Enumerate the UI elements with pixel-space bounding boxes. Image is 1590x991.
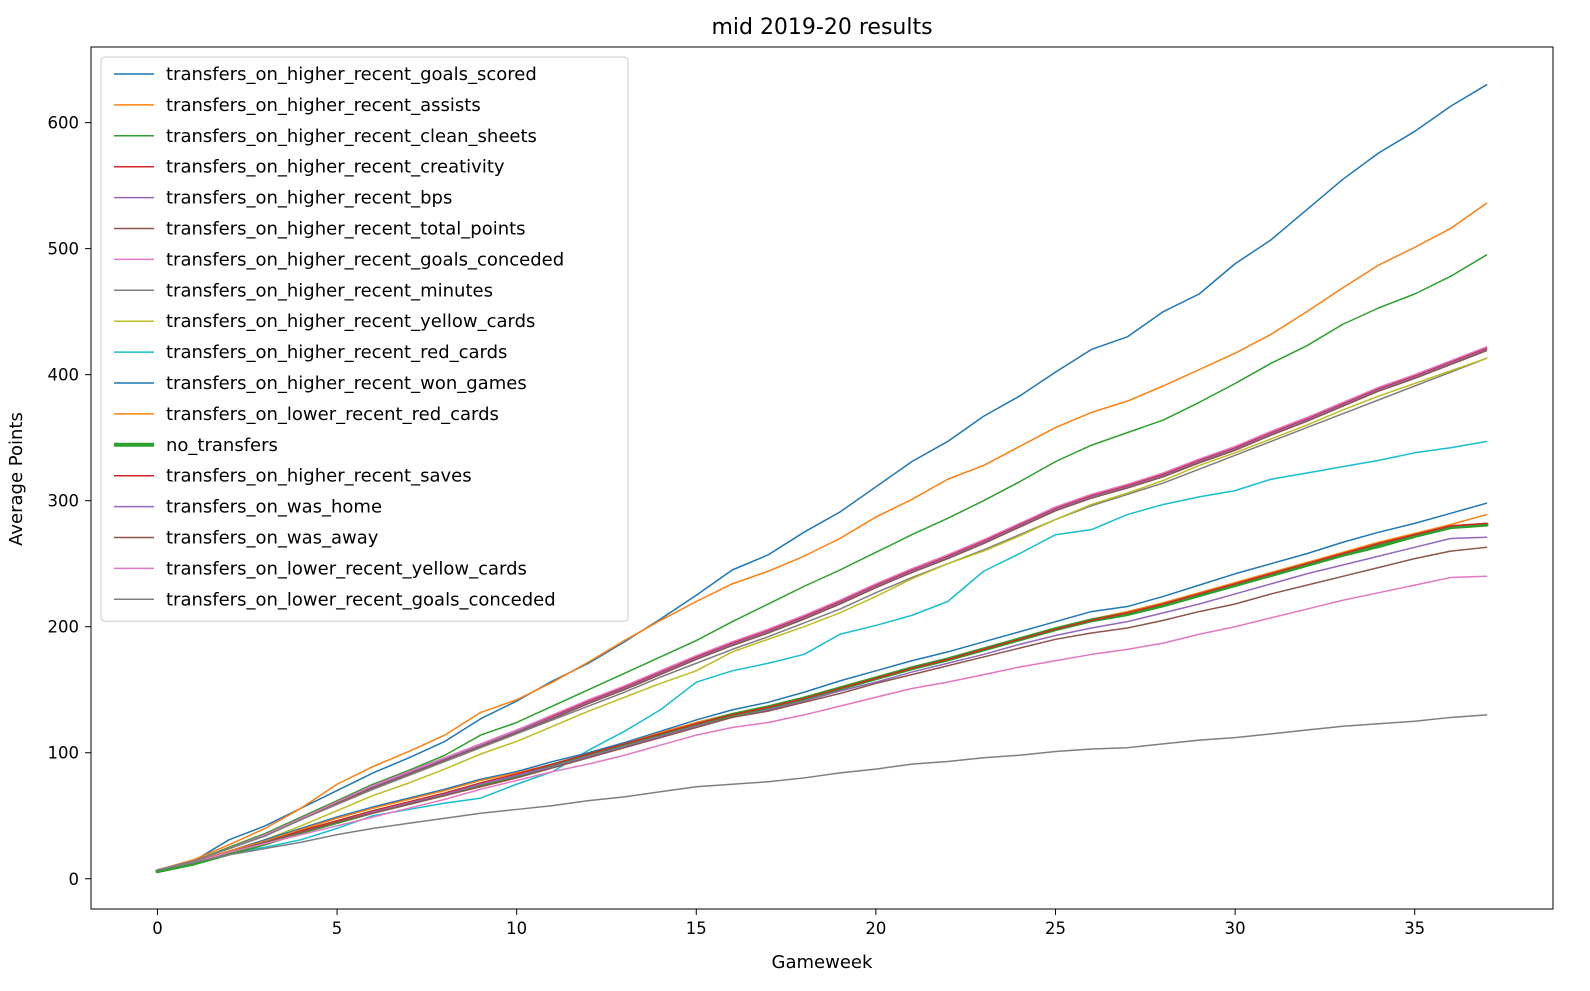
x-tick-label: 20	[865, 919, 886, 938]
series-line-0	[156, 84, 1488, 871]
legend-label: transfers_on_higher_recent_bps	[166, 188, 452, 209]
x-tick-label: 35	[1404, 919, 1425, 938]
y-tick-label: 300	[48, 492, 80, 511]
series-line-15	[156, 546, 1488, 871]
x-axis-ticks: 0 5 10 15 20 25 30 35	[152, 909, 1425, 938]
series-line-2	[156, 254, 1488, 871]
series-line-14	[156, 536, 1488, 871]
y-axis-ticks: 0 100 200 300 400 500 600	[48, 114, 91, 889]
legend-label: transfers_on_higher_recent_yellow_cards	[166, 311, 535, 332]
y-axis-label: Average Points	[6, 412, 27, 546]
legend-label: transfers_on_higher_recent_total_points	[166, 219, 526, 240]
legend-label: transfers_on_lower_recent_goals_conceded	[166, 589, 556, 610]
y-tick-label: 200	[48, 618, 80, 637]
legend-label: transfers_on_higher_recent_won_games	[166, 373, 527, 394]
legend-label: transfers_on_higher_recent_goals_concede…	[166, 249, 564, 270]
series-line-4	[156, 348, 1488, 871]
series-line-9	[156, 440, 1488, 871]
chart-title: mid 2019-20 results	[711, 15, 932, 40]
series-line-1	[156, 202, 1488, 871]
x-tick-label: 15	[686, 919, 707, 938]
x-tick-label: 25	[1045, 919, 1066, 938]
x-tick-label: 10	[506, 919, 527, 938]
series-line-7	[156, 357, 1488, 871]
x-tick-label: 30	[1225, 919, 1246, 938]
legend-label: transfers_on_lower_recent_yellow_cards	[166, 558, 527, 579]
legend-label: no_transfers	[166, 435, 278, 456]
legend-label: transfers_on_was_away	[166, 528, 379, 549]
legend-label: transfers_on_lower_recent_red_cards	[166, 404, 499, 425]
legend-label: transfers_on_higher_recent_assists	[166, 95, 481, 116]
series-line-5	[156, 349, 1488, 871]
legend-label: transfers_on_higher_recent_saves	[166, 466, 472, 487]
y-tick-label: 100	[48, 744, 80, 763]
x-axis-label: Gameweek	[772, 952, 873, 973]
legend-label: transfers_on_higher_recent_creativity	[166, 157, 505, 178]
y-tick-label: 500	[48, 240, 80, 259]
series-line-13	[156, 522, 1488, 871]
legend-label: transfers_on_higher_recent_minutes	[166, 280, 493, 301]
legend-label: transfers_on_higher_recent_goals_scored	[166, 64, 537, 85]
x-tick-label: 5	[332, 919, 343, 938]
y-tick-label: 400	[48, 366, 80, 385]
legend-label: transfers_on_higher_recent_clean_sheets	[166, 126, 537, 147]
plot-frame	[90, 46, 1554, 910]
series-line-6	[156, 346, 1488, 871]
series-line-17	[156, 714, 1488, 871]
series-line-8	[156, 357, 1488, 871]
legend-label: transfers_on_higher_recent_red_cards	[166, 342, 507, 363]
y-tick-label: 600	[48, 114, 80, 133]
legend-label: transfers_on_was_home	[166, 497, 382, 518]
legend: transfers_on_higher_recent_goals_scoredt…	[100, 56, 629, 622]
series-line-16	[156, 575, 1488, 871]
series-lines	[155, 84, 1489, 874]
legend-box	[100, 56, 629, 622]
x-tick-label: 0	[152, 919, 163, 938]
series-line-10	[156, 502, 1488, 871]
y-tick-label: 0	[69, 870, 80, 889]
